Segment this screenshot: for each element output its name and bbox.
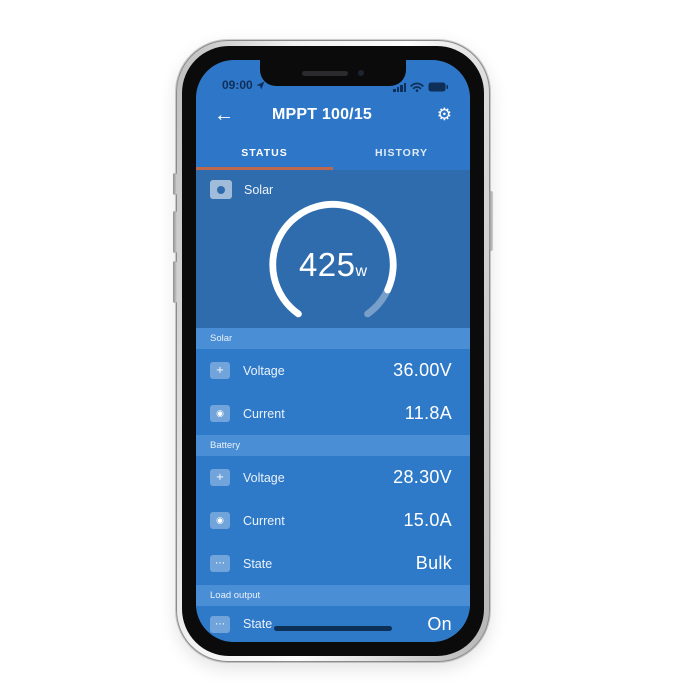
current-icon: ◉ [210,405,230,422]
power-value: 425 [298,246,356,283]
front-camera [358,70,364,76]
row-label: Voltage [243,470,285,485]
back-arrow-icon[interactable]: ← [214,103,234,126]
state-icon: ⋯ [210,615,230,633]
power-unit: W [355,263,368,280]
voltage-icon: + [210,469,230,486]
battery-state-value: Bulk [415,553,452,573]
home-indicator[interactable] [274,626,392,631]
phone-bezel: 09:00 [182,46,484,656]
speaker-grille [302,70,348,76]
app-screen: 09:00 [196,60,470,642]
battery-state-row: ⋯ State Bulk [196,542,470,585]
settings-gear-icon[interactable]: ⚙ [436,105,452,125]
battery-voltage-value: 28.30V [393,467,452,487]
voltage-icon: + [210,362,230,379]
location-icon [256,81,265,89]
tab-bar: STATUS HISTORY [196,136,470,170]
battery-icon [428,82,448,92]
current-icon: ◉ [210,512,230,529]
solar-gauge-panel: Solar 425W [196,170,470,328]
phone-mockup: 09:00 [173,40,493,662]
battery-current-value: 15.0A [403,510,452,530]
cellular-signal-icon [393,82,406,92]
solar-device-label: Solar [244,182,274,197]
wifi-icon [410,82,424,92]
app-bar: ← MPPT 100/15 ⚙ [196,94,470,136]
volume-down-button [173,261,177,303]
load-state-row: ⋯ State On [196,606,470,642]
volume-up-button [173,211,177,253]
solar-current-row: ◉ Current 11.8A [196,392,470,435]
tab-history[interactable]: HISTORY [374,147,429,159]
power-button [489,191,493,251]
phone-notch [260,60,406,86]
solar-current-value: 11.8A [404,403,452,423]
mute-switch [173,173,177,195]
clock-text: 09:00 [222,78,253,92]
active-tab-indicator [196,167,333,170]
power-gauge [269,200,397,318]
solar-voltage-row: + Voltage 36.00V [196,349,470,392]
section-header-battery: Battery [196,435,470,456]
row-label: Voltage [243,363,285,378]
row-label: State [243,617,273,631]
section-header-load-output: Load output [196,585,470,606]
row-label: Current [243,406,285,421]
row-label: State [243,556,273,571]
row-label: Current [243,513,285,528]
power-reading: 425W [196,246,470,284]
battery-voltage-row: + Voltage 28.30V [196,456,470,499]
page-title: MPPT 100/15 [272,106,373,123]
solar-panel-icon [210,180,232,199]
tab-status[interactable]: STATUS [241,147,288,159]
load-state-value: On [427,613,452,634]
battery-current-row: ◉ Current 15.0A [196,499,470,542]
section-header-solar: Solar [196,328,470,349]
status-bar: 09:00 [196,60,470,94]
solar-voltage-value: 36.00V [393,360,452,380]
state-icon: ⋯ [210,555,230,572]
